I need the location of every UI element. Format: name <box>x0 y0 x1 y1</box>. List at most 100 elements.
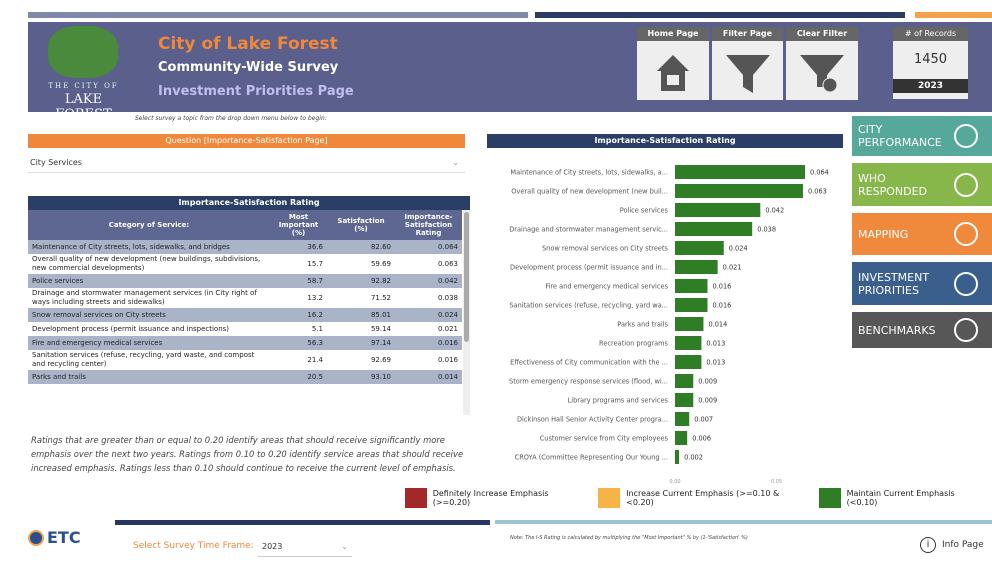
y-tick-label: Recreation programs <box>599 340 669 348</box>
y-tick-label: Library programs and services <box>568 397 669 405</box>
bar <box>675 279 708 293</box>
table-row: Sanitation services (refuse, recycling, … <box>28 350 462 370</box>
y-tick-label: Drainage and stormwater management servi… <box>509 226 668 234</box>
table-cell: 0.016 <box>395 336 462 350</box>
home-button[interactable]: Home Page <box>637 27 709 100</box>
nav-button[interactable]: MAPPING <box>852 213 992 255</box>
time-frame-dropdown[interactable]: 2023⌄ <box>258 537 352 557</box>
table-cell: Police services <box>28 274 270 288</box>
y-tick-label: Parks and trails <box>617 321 668 329</box>
x-tick-label: 0.05 <box>771 479 782 485</box>
filter-button[interactable]: Filter Page <box>712 27 783 100</box>
bar <box>675 165 805 179</box>
logo-text: ETC <box>47 528 81 547</box>
footer-strip <box>115 520 490 525</box>
legend-label: Increase Current Emphasis (>=0.10 & <0.2… <box>626 489 807 507</box>
top-strip <box>535 12 905 18</box>
table-row: Drainage and stormwater management servi… <box>28 288 462 308</box>
nav-icon <box>954 124 978 148</box>
column-header: Most Important (%) <box>270 210 327 240</box>
bar <box>675 336 701 350</box>
table-cell: Overall quality of new development (new … <box>28 254 270 274</box>
clear-filter-icon <box>786 41 858 99</box>
table-cell: 71.52 <box>327 288 395 308</box>
bar <box>675 450 679 464</box>
y-tick-label: Development process (permit issuance and… <box>510 264 668 272</box>
table-cell: 20.5 <box>270 370 327 384</box>
table-wrap: Category of Service:Most Important (%)Sa… <box>28 210 462 415</box>
clear-filter-button[interactable]: Clear Filter <box>786 27 858 100</box>
table-header: Category of Service:Most Important (%)Sa… <box>28 210 462 240</box>
column-header: Category of Service: <box>28 210 270 240</box>
data-label: 0.014 <box>708 321 727 329</box>
legend-label: Maintain Current Emphasis (<0.10) <box>847 489 986 507</box>
info-label: Info Page <box>942 540 984 550</box>
data-label: 0.009 <box>698 397 717 405</box>
y-tick-label: Storm emergency response services (flood… <box>509 378 668 386</box>
table-cell: 15.7 <box>270 254 327 274</box>
x-tick-label: 0.00 <box>669 479 680 485</box>
subtitle: Community-Wide Survey <box>158 60 338 75</box>
records-card: # of Records 1450 2023 <box>893 27 968 99</box>
bar-chart: Maintenance of City streets, lots, sidew… <box>487 150 843 488</box>
y-tick-label: Customer service from City employees <box>540 435 669 443</box>
nav-icon <box>954 272 978 296</box>
column-header: Satisfaction (%) <box>327 210 395 240</box>
bar <box>675 203 760 217</box>
y-tick-label: Overall quality of new development (new … <box>511 188 668 196</box>
home-icon <box>637 41 709 99</box>
table-title: Importance-Satisfaction Rating <box>28 196 470 210</box>
legend-swatch <box>598 488 620 508</box>
table-cell: 0.063 <box>395 254 462 274</box>
nav-icon <box>954 173 978 197</box>
y-tick-label: Dickinson Hall Senior Activity Center pr… <box>517 416 668 424</box>
data-label: 0.063 <box>808 188 827 196</box>
etc-logo: ETC <box>28 528 81 547</box>
table-cell: Maintenance of City streets, lots, sidew… <box>28 240 270 254</box>
data-label: 0.013 <box>706 359 725 367</box>
data-label: 0.024 <box>729 245 748 253</box>
data-label: 0.064 <box>810 169 829 177</box>
data-label: 0.007 <box>694 416 713 424</box>
bar <box>675 260 718 274</box>
table-cell: 0.016 <box>395 350 462 370</box>
table-cell: 21.4 <box>270 350 327 370</box>
y-tick-label: Maintenance of City streets, lots, sidew… <box>510 169 668 177</box>
logo-text: THE CITY OF <box>36 82 131 90</box>
chart-title: Importance-Satisfaction Rating <box>487 134 843 148</box>
nav-button[interactable]: CITY PERFORMANCE <box>852 116 992 156</box>
dropdown-value: 2023 <box>262 542 282 551</box>
legend-swatch <box>405 488 427 508</box>
table-cell: Development process (permit issuance and… <box>28 322 270 336</box>
y-tick-label: CROYA (Committee Representing Our Young … <box>515 454 668 462</box>
nav-button[interactable]: WHO RESPONDED <box>852 163 992 206</box>
table-cell: 97.14 <box>327 336 395 350</box>
scrollbar[interactable] <box>463 210 470 415</box>
table-cell: 0.021 <box>395 322 462 336</box>
nav-button[interactable]: INVESTMENT PRIORITIES <box>852 262 992 305</box>
table-cell: 36.6 <box>270 240 327 254</box>
nav-button[interactable]: BENCHMARKS <box>852 312 992 348</box>
instruction: Select survey a topic from the drop down… <box>135 115 327 122</box>
question-dropdown[interactable]: City Services⌄ <box>28 153 465 173</box>
table-cell: 56.3 <box>270 336 327 350</box>
table-cell: 93.10 <box>327 370 395 384</box>
table-cell: 59.14 <box>327 322 395 336</box>
data-label: 0.016 <box>713 302 732 310</box>
info-button[interactable]: i Info Page <box>920 537 984 553</box>
top-strip <box>28 12 528 18</box>
bar <box>675 431 687 445</box>
nav-icon <box>954 318 978 342</box>
table-cell: 85.01 <box>327 308 395 322</box>
bar <box>675 184 803 198</box>
question-label: Question [Importance-Satisfaction Page] <box>28 134 465 148</box>
button-label: Home Page <box>637 27 709 41</box>
table-cell: Snow removal services on City streets <box>28 308 270 322</box>
button-label: Filter Page <box>712 27 783 41</box>
data-label: 0.021 <box>723 264 742 272</box>
bar <box>675 222 752 236</box>
